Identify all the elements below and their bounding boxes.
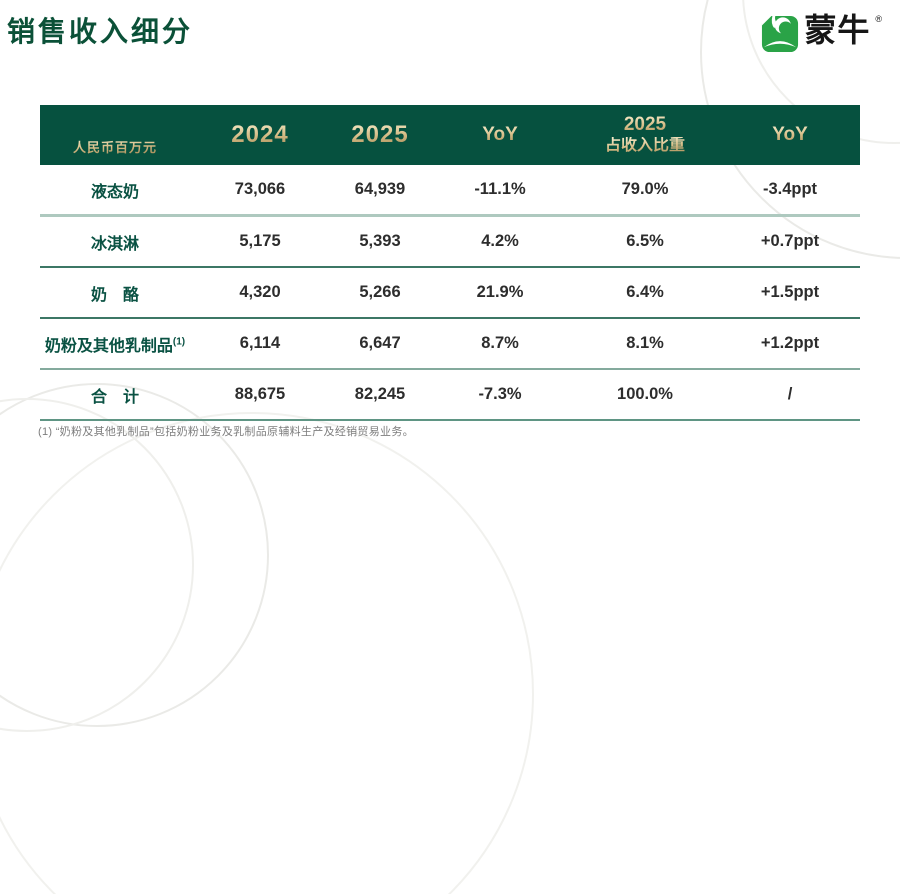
table-row-ice-cream: 冰淇淋 5,175 5,393 4.2% 6.5% +0.7ppt	[40, 217, 860, 268]
row-label: 奶粉及其他乳制品(1)	[44, 336, 186, 355]
table-row-cheese: 奶 酪 4,320 5,266 21.9% 6.4% +1.5ppt	[40, 268, 860, 319]
cell-2024: 88,675	[234, 385, 286, 403]
row-label: 冰淇淋	[90, 235, 139, 253]
unit-label: 人民币百万元	[73, 137, 157, 156]
footnote-ref: (1)	[172, 336, 186, 348]
row-label: 液态奶	[90, 183, 139, 201]
table-row-total: 合 计 88,675 82,245 -7.3% 100.0% /	[40, 370, 860, 421]
cell-share-yoy: +1.5ppt	[760, 283, 820, 301]
cell-share-yoy: -3.4ppt	[762, 180, 818, 198]
cell-yoy: 4.2%	[481, 232, 519, 250]
brand-name: 蒙牛	[804, 12, 871, 48]
cell-2024: 73,066	[234, 180, 286, 198]
cell-yoy: 21.9%	[476, 283, 524, 301]
cell-share: 8.1%	[626, 334, 664, 352]
cell-2025: 5,393	[359, 232, 401, 250]
page-title: 销售收入细分	[7, 16, 194, 47]
cell-share: 6.4%	[626, 283, 664, 301]
col-share-line1: 2025	[623, 114, 667, 136]
table-row-milk-powder-other: 奶粉及其他乳制品(1) 6,114 6,647 8.7% 8.1% +1.2pp…	[40, 319, 860, 370]
cell-yoy: -7.3%	[478, 385, 522, 403]
header-2025-cell: 2025	[330, 105, 430, 165]
cell-share-yoy: +0.7ppt	[760, 232, 820, 250]
cell-share: 6.5%	[626, 232, 664, 250]
col-2024: 2024	[231, 121, 289, 148]
header-share-cell: 2025 占收入比重	[570, 105, 720, 165]
decorative-arc-bottom-left	[0, 412, 534, 894]
cell-2025: 82,245	[354, 385, 406, 403]
cell-2025: 5,266	[359, 283, 401, 301]
header-2024-cell: 2024	[190, 105, 330, 165]
header-share-yoy-cell: YoY	[720, 105, 860, 165]
registered-mark: ®	[875, 14, 882, 24]
header-unit-cell: 人民币百万元	[40, 105, 190, 165]
cell-share-yoy: /	[787, 385, 793, 403]
cell-2024: 6,114	[239, 334, 281, 352]
footnote: (1) “奶粉及其他乳制品”包括奶粉业务及乳制品原辅料生产及经销贸易业务。	[38, 426, 414, 438]
revenue-table: 人民币百万元 2024 2025 YoY 2025 占收入比重 YoY 液态奶 …	[40, 105, 860, 421]
cell-yoy: 8.7%	[481, 334, 519, 352]
col-yoy: YoY	[482, 124, 518, 145]
row-label: 合 计	[90, 388, 139, 406]
table-header: 人民币百万元 2024 2025 YoY 2025 占收入比重 YoY	[40, 105, 860, 165]
cell-2024: 5,175	[239, 232, 281, 250]
col-share-yoy: YoY	[772, 124, 808, 145]
row-label: 奶 酪	[90, 286, 139, 304]
col-2025: 2025	[351, 121, 409, 148]
col-share-line2: 占收入比重	[604, 136, 685, 154]
cell-share: 79.0%	[621, 180, 669, 198]
cell-2024: 4,320	[239, 283, 281, 301]
cell-2025: 6,647	[359, 334, 401, 352]
cell-2025: 64,939	[354, 180, 406, 198]
cell-share-yoy: +1.2ppt	[760, 334, 820, 352]
cell-share: 100.0%	[617, 385, 673, 403]
header-yoy-cell: YoY	[430, 105, 570, 165]
table-row-liquid-milk: 液态奶 73,066 64,939 -11.1% 79.0% -3.4ppt	[40, 165, 860, 217]
brand-logo: 蒙牛 ®	[761, 12, 882, 53]
mengniu-logo-icon	[762, 15, 799, 53]
cell-yoy: -11.1%	[474, 180, 526, 198]
